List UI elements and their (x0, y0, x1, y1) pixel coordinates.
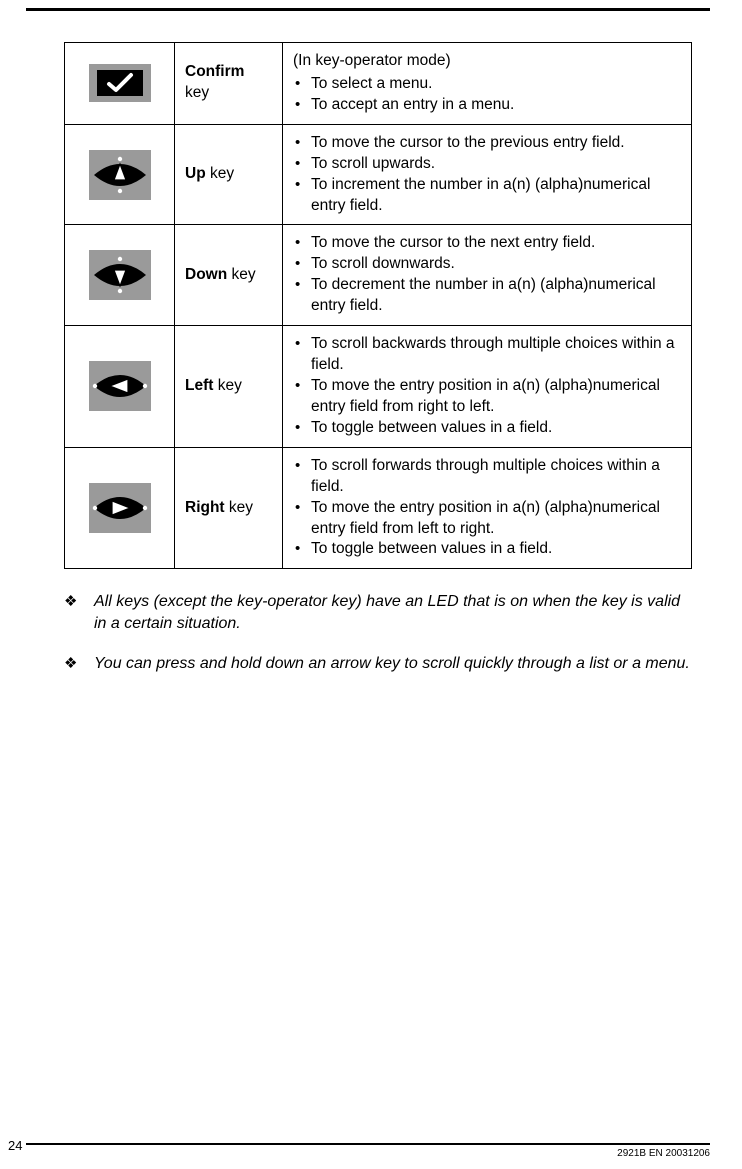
description-item: To scroll upwards. (293, 154, 681, 175)
table-row: Right keyTo scroll forwards through mult… (65, 447, 692, 569)
key-suffix: key (225, 499, 253, 516)
description-item: To select a menu. (293, 74, 681, 95)
description-list: To select a menu.To accept an entry in a… (293, 74, 681, 116)
note-bullet-icon: ❖ (64, 653, 94, 674)
table-row: Down key To move the cursor to the next e… (65, 225, 692, 326)
page-content: Confirm key(In key-operator mode)To sele… (64, 42, 692, 692)
key-suffix: key (206, 165, 234, 182)
description-item: To move the entry position in a(n) (alph… (293, 498, 681, 540)
page-number: 24 (8, 1138, 22, 1153)
description-item: To scroll downwards. (293, 254, 681, 275)
description-item: To scroll backwards through multiple cho… (293, 334, 681, 376)
note: ❖All keys (except the key-operator key) … (64, 591, 692, 634)
description-item: To decrement the number in a(n) (alpha)n… (293, 275, 681, 317)
description-item: To increment the number in a(n) (alpha)n… (293, 175, 681, 217)
note-text: You can press and hold down an arrow key… (94, 653, 692, 675)
table-row: Up key To move the cursor to the previous… (65, 124, 692, 225)
description-cell: To scroll backwards through multiple cho… (283, 326, 692, 448)
confirm-icon (89, 64, 151, 102)
description-list: To scroll forwards through multiple choi… (293, 456, 681, 561)
note: ❖You can press and hold down an arrow ke… (64, 653, 692, 675)
description-cell: To move the cursor to the next entry fie… (283, 225, 692, 326)
icon-cell (65, 124, 175, 225)
description-list: To move the cursor to the previous entry… (293, 133, 681, 217)
description-list: To move the cursor to the next entry fie… (293, 233, 681, 317)
note-text: All keys (except the key-operator key) h… (94, 591, 692, 634)
key-suffix: key (227, 266, 255, 283)
key-name: Down (185, 266, 227, 283)
description-pretext: (In key-operator mode) (293, 51, 681, 72)
description-item: To accept an entry in a menu. (293, 95, 681, 116)
description-cell: (In key-operator mode)To select a menu.T… (283, 43, 692, 125)
bottom-rule (26, 1143, 710, 1145)
description-item: To scroll forwards through multiple choi… (293, 456, 681, 498)
table-row: Confirm key(In key-operator mode)To sele… (65, 43, 692, 125)
icon-cell (65, 447, 175, 569)
description-item: To toggle between values in a field. (293, 418, 681, 439)
key-functions-table: Confirm key(In key-operator mode)To sele… (64, 42, 692, 569)
description-cell: To scroll forwards through multiple choi… (283, 447, 692, 569)
key-suffix: key (213, 377, 241, 394)
key-name: Right (185, 499, 225, 516)
key-name: Left (185, 377, 213, 394)
description-item: To move the cursor to the previous entry… (293, 133, 681, 154)
label-cell: Up key (175, 124, 283, 225)
key-name: Confirm (185, 63, 244, 80)
key-suffix: key (185, 84, 209, 101)
icon-cell (65, 225, 175, 326)
icon-cell (65, 326, 175, 448)
description-item: To move the cursor to the next entry fie… (293, 233, 681, 254)
description-list: To scroll backwards through multiple cho… (293, 334, 681, 439)
label-cell: Confirm key (175, 43, 283, 125)
left-icon (89, 361, 151, 411)
key-table-body: Confirm key(In key-operator mode)To sele… (65, 43, 692, 569)
table-row: Left keyTo scroll backwards through mult… (65, 326, 692, 448)
up-icon (89, 150, 151, 200)
description-cell: To move the cursor to the previous entry… (283, 124, 692, 225)
description-item: To toggle between values in a field. (293, 539, 681, 560)
down-icon (89, 250, 151, 300)
right-icon (89, 483, 151, 533)
label-cell: Left key (175, 326, 283, 448)
document-id: 2921B EN 20031206 (617, 1148, 710, 1159)
key-name: Up (185, 165, 206, 182)
top-rule (26, 8, 710, 11)
note-bullet-icon: ❖ (64, 591, 94, 612)
label-cell: Right key (175, 447, 283, 569)
label-cell: Down key (175, 225, 283, 326)
description-item: To move the entry position in a(n) (alph… (293, 376, 681, 418)
icon-cell (65, 43, 175, 125)
notes-section: ❖All keys (except the key-operator key) … (64, 591, 692, 674)
